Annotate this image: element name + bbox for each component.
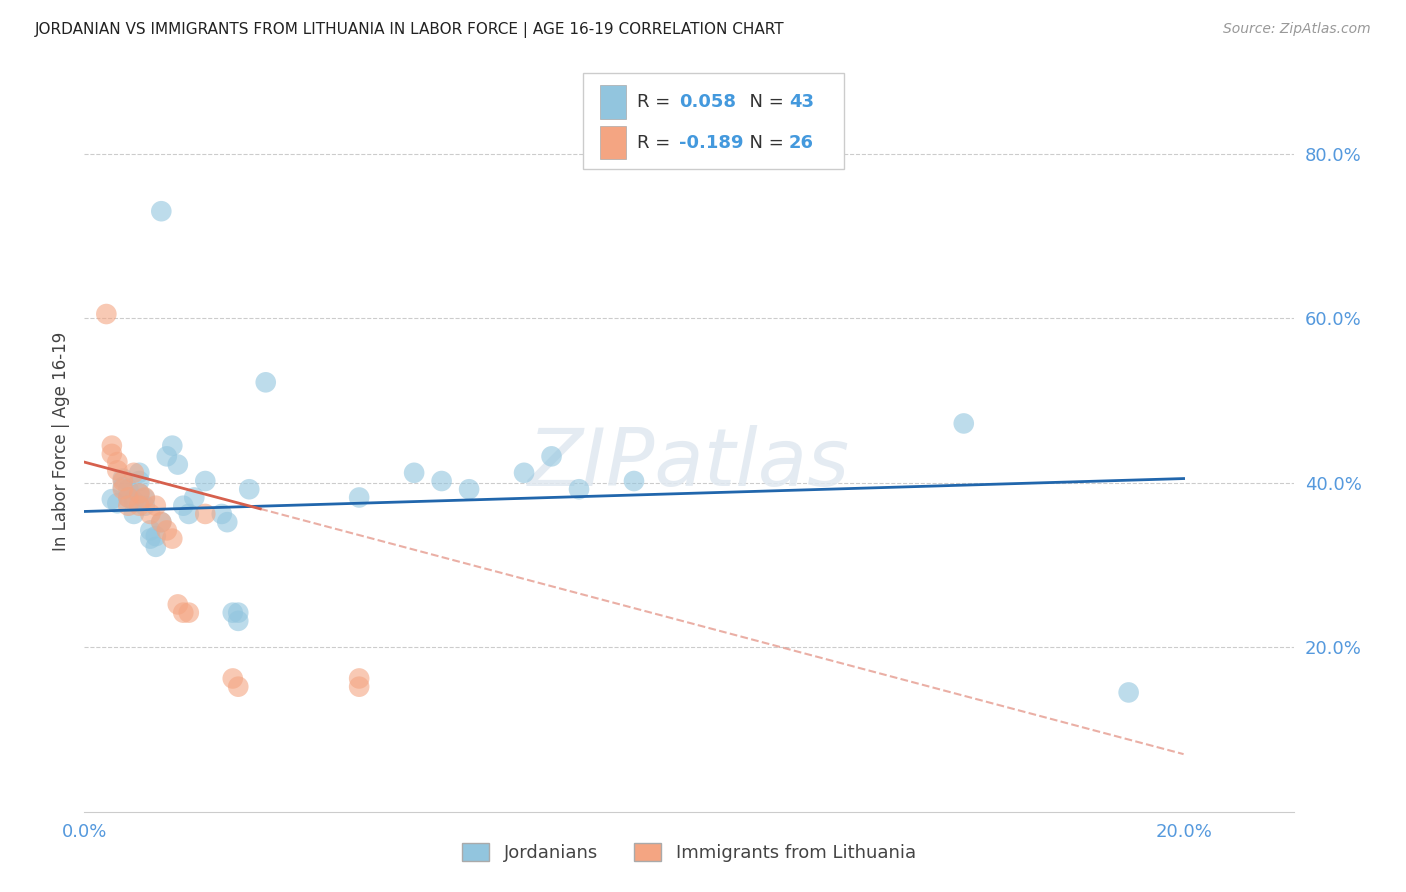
Point bbox=[117, 491, 139, 505]
Point bbox=[145, 529, 167, 543]
Point bbox=[166, 598, 188, 612]
Point bbox=[217, 515, 239, 529]
Text: Source: ZipAtlas.com: Source: ZipAtlas.com bbox=[1223, 22, 1371, 37]
Point bbox=[150, 515, 173, 529]
Point bbox=[128, 499, 150, 513]
Point bbox=[105, 455, 128, 469]
Point bbox=[238, 482, 260, 496]
Point bbox=[150, 515, 173, 529]
Text: N =: N = bbox=[738, 93, 790, 111]
Point bbox=[194, 507, 217, 521]
Point bbox=[226, 614, 249, 628]
Point bbox=[111, 471, 134, 485]
Point bbox=[172, 606, 194, 620]
Point bbox=[128, 486, 150, 500]
Point bbox=[145, 540, 167, 554]
Point bbox=[222, 606, 245, 620]
Text: N =: N = bbox=[738, 134, 790, 152]
Point bbox=[347, 680, 370, 694]
Point bbox=[128, 474, 150, 488]
Point bbox=[347, 491, 370, 505]
Point bbox=[430, 474, 453, 488]
Point bbox=[166, 458, 188, 472]
Bar bbox=[600, 85, 626, 119]
Point bbox=[105, 496, 128, 510]
Text: 26: 26 bbox=[789, 134, 814, 152]
Text: R =: R = bbox=[637, 93, 676, 111]
Text: 43: 43 bbox=[789, 93, 814, 111]
Point bbox=[117, 499, 139, 513]
Point bbox=[101, 447, 124, 461]
Point bbox=[117, 482, 139, 496]
Point bbox=[183, 491, 205, 505]
Point bbox=[540, 450, 562, 464]
Point bbox=[194, 474, 217, 488]
Point bbox=[513, 466, 536, 480]
Point bbox=[139, 532, 162, 546]
Point bbox=[101, 492, 124, 507]
Point bbox=[145, 499, 167, 513]
Point bbox=[122, 466, 145, 480]
Point bbox=[1118, 685, 1140, 699]
Bar bbox=[600, 126, 626, 160]
Point bbox=[172, 499, 194, 513]
Point bbox=[226, 606, 249, 620]
Point bbox=[458, 482, 481, 496]
Point bbox=[222, 672, 245, 686]
Point bbox=[139, 524, 162, 538]
Y-axis label: In Labor Force | Age 16-19: In Labor Force | Age 16-19 bbox=[52, 332, 70, 551]
Point bbox=[162, 532, 184, 546]
Point bbox=[134, 499, 156, 513]
Point bbox=[177, 606, 200, 620]
Point bbox=[117, 491, 139, 505]
Point bbox=[134, 491, 156, 505]
Point bbox=[226, 680, 249, 694]
Text: ZIPatlas: ZIPatlas bbox=[527, 425, 851, 503]
Text: 0.058: 0.058 bbox=[679, 93, 737, 111]
Point bbox=[623, 474, 645, 488]
Point bbox=[101, 439, 124, 453]
Point bbox=[211, 507, 233, 521]
Point bbox=[952, 417, 974, 431]
Point bbox=[122, 493, 145, 508]
Point bbox=[139, 507, 162, 521]
Point bbox=[404, 466, 426, 480]
Legend: Jordanians, Immigrants from Lithuania: Jordanians, Immigrants from Lithuania bbox=[456, 836, 922, 870]
Point bbox=[347, 672, 370, 686]
FancyBboxPatch shape bbox=[583, 73, 844, 169]
Point bbox=[128, 486, 150, 500]
Text: JORDANIAN VS IMMIGRANTS FROM LITHUANIA IN LABOR FORCE | AGE 16-19 CORRELATION CH: JORDANIAN VS IMMIGRANTS FROM LITHUANIA I… bbox=[35, 22, 785, 38]
Text: R =: R = bbox=[637, 134, 676, 152]
Point bbox=[122, 507, 145, 521]
Point bbox=[111, 480, 134, 494]
Point bbox=[105, 463, 128, 477]
Point bbox=[111, 482, 134, 496]
Point bbox=[254, 376, 277, 390]
Point bbox=[177, 507, 200, 521]
Text: -0.189: -0.189 bbox=[679, 134, 744, 152]
Point bbox=[111, 474, 134, 488]
Point bbox=[156, 450, 179, 464]
Point bbox=[128, 466, 150, 480]
Point bbox=[162, 439, 184, 453]
Point bbox=[96, 307, 118, 321]
Point bbox=[156, 524, 179, 538]
Point bbox=[134, 491, 156, 506]
Point bbox=[150, 204, 173, 219]
Point bbox=[568, 482, 591, 496]
